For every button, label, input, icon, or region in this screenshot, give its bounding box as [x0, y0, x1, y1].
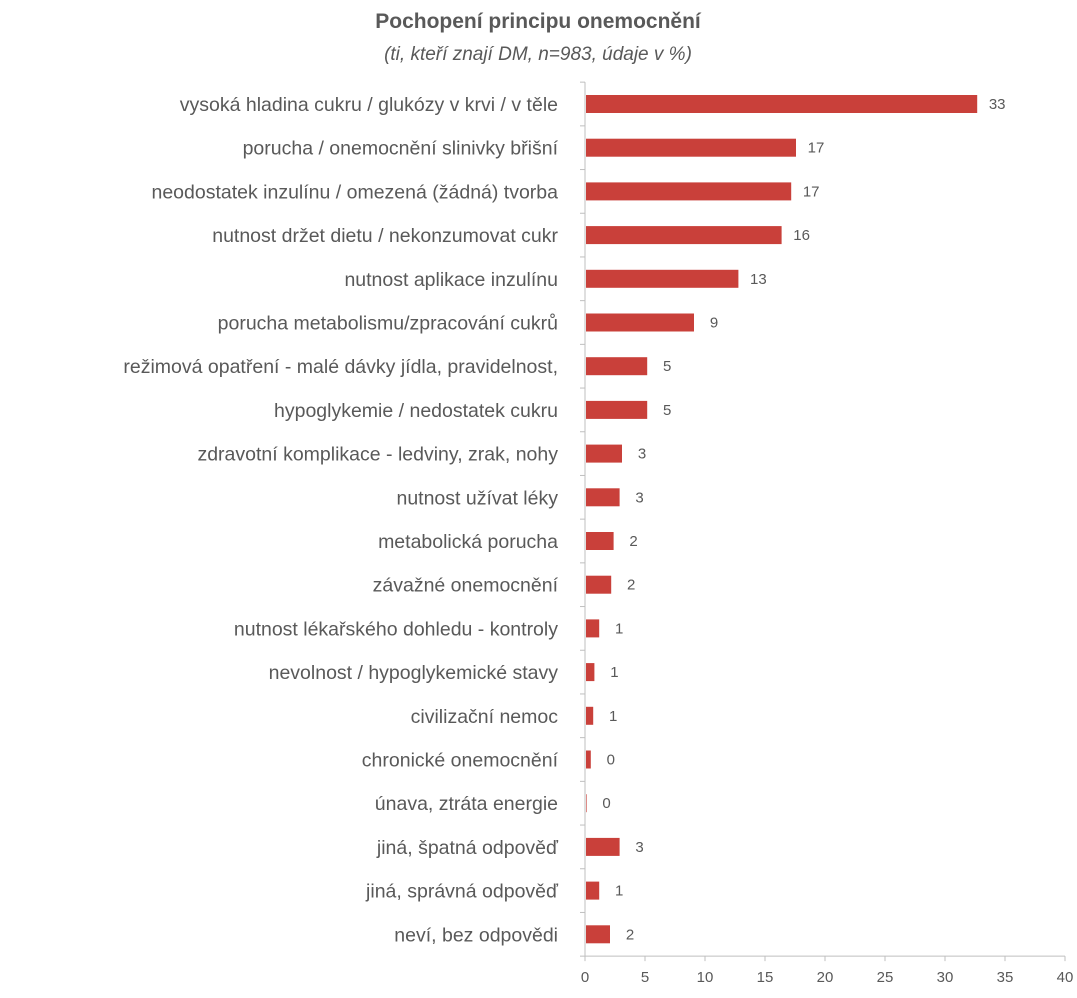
data-label: 17	[803, 183, 820, 200]
data-label: 16	[793, 227, 810, 244]
category-label: metabolická porucha	[378, 531, 558, 553]
data-label: 3	[635, 839, 643, 856]
data-label: 0	[602, 795, 610, 812]
category-label: závažné onemocnění	[373, 575, 559, 597]
data-label: 5	[663, 358, 671, 375]
category-label: vysoká hladina cukru / glukózy v krvi / …	[180, 94, 558, 116]
x-tick-label: 15	[757, 969, 774, 986]
x-tick-label: 25	[877, 969, 894, 986]
bar	[586, 313, 694, 332]
x-tick-label: 20	[817, 969, 834, 986]
category-label: nutnost aplikace inzulínu	[344, 269, 558, 291]
data-label: 2	[629, 533, 637, 550]
bar	[586, 837, 620, 856]
category-label: zdravotní komplikace - ledviny, zrak, no…	[197, 444, 558, 466]
category-label: neodostatek inzulínu / omezená (žádná) t…	[151, 181, 558, 203]
data-label: 17	[808, 140, 825, 157]
category-label: nevolnost / hypoglykemické stavy	[269, 662, 559, 684]
data-label: 0	[607, 752, 615, 769]
bar	[586, 706, 594, 725]
data-label: 3	[635, 489, 643, 506]
category-label: režimová opatření - malé dávky jídla, pr…	[123, 356, 558, 378]
data-label: 1	[610, 664, 618, 681]
data-label: 5	[663, 402, 671, 419]
category-label: nutnost užívat léky	[396, 487, 558, 509]
bar	[586, 95, 978, 113]
bar	[586, 881, 600, 900]
data-label: 33	[989, 96, 1006, 113]
bar	[586, 138, 796, 157]
data-label: 2	[626, 926, 634, 943]
bar	[586, 575, 612, 594]
bar	[586, 269, 739, 288]
x-tick-label: 30	[937, 969, 954, 986]
category-label: nutnost lékařského dohledu - kontroly	[234, 618, 558, 640]
category-label: neví, bez odpovědi	[394, 924, 558, 946]
data-label: 1	[609, 708, 617, 725]
category-label: civilizační nemoc	[411, 706, 559, 728]
bar	[586, 182, 792, 201]
x-tick-label: 40	[1057, 969, 1074, 986]
category-label: jiná, špatná odpověď	[376, 837, 559, 859]
category-label: jiná, správná odpověď	[365, 881, 559, 903]
data-label: 9	[710, 315, 718, 332]
x-tick-label: 10	[697, 969, 714, 986]
bar	[586, 532, 614, 550]
bar	[586, 750, 591, 769]
category-label: hypoglykemie / nedostatek cukru	[274, 400, 558, 422]
bar	[586, 226, 782, 245]
data-label: 3	[638, 446, 646, 463]
data-label: 1	[615, 883, 623, 900]
data-label: 2	[627, 577, 635, 594]
bar	[586, 925, 610, 944]
x-tick-label: 5	[641, 969, 649, 986]
bar	[586, 794, 587, 813]
data-label: 1	[615, 620, 623, 637]
bar	[586, 444, 622, 463]
chart-subtitle: (ti, kteří znají DM, n=983, údaje v %)	[384, 44, 692, 65]
category-label: porucha metabolismu/zpracování cukrů	[218, 313, 558, 335]
bar	[586, 663, 595, 682]
bar	[586, 619, 600, 638]
category-label: únava, ztráta energie	[375, 793, 558, 815]
bar	[586, 357, 648, 376]
data-label: 13	[750, 271, 767, 288]
category-label: porucha / onemocnění slinivky břišní	[243, 138, 559, 160]
x-tick-label: 35	[997, 969, 1014, 986]
chart-title: Pochopení principu onemocnění	[375, 10, 702, 33]
category-label: chronické onemocnění	[362, 750, 559, 772]
bar	[586, 488, 620, 507]
bar	[586, 400, 648, 419]
category-label: nutnost držet dietu / nekonzumovat cukr	[212, 225, 558, 247]
x-tick-label: 0	[581, 969, 589, 986]
